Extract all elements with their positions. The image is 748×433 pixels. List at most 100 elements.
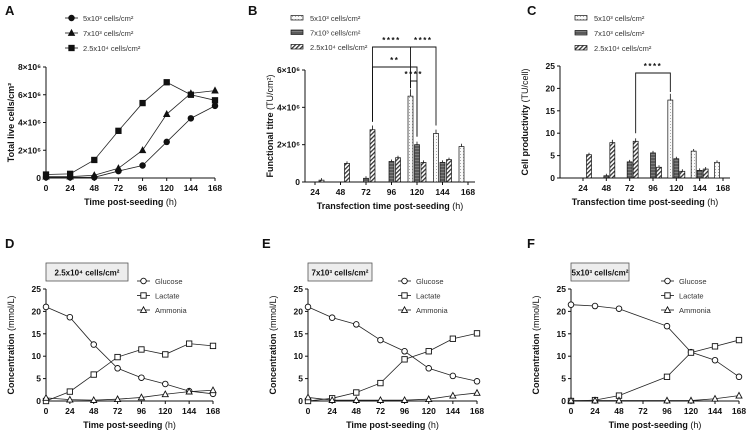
data-point bbox=[89, 395, 98, 403]
data-point bbox=[687, 349, 695, 356]
x-tick-label: 24 bbox=[327, 406, 337, 416]
data-point bbox=[187, 115, 195, 122]
data-point bbox=[209, 386, 217, 394]
series-line bbox=[45, 389, 214, 401]
x-axis-label: Time post-seeding (h) bbox=[346, 420, 439, 430]
x-tick-label: 144 bbox=[446, 406, 460, 416]
x-tick-label: 120 bbox=[158, 406, 172, 416]
panel-title: 7x10³ cells/cm² bbox=[312, 269, 369, 278]
data-point bbox=[66, 388, 74, 395]
x-tick-label: 72 bbox=[625, 183, 635, 193]
legend-label: Glucose bbox=[416, 277, 444, 286]
panel-label: B bbox=[248, 3, 257, 18]
x-tick-label: 72 bbox=[114, 183, 124, 193]
data-point bbox=[615, 305, 623, 312]
x-tick-label: 168 bbox=[208, 183, 222, 193]
data-point bbox=[115, 127, 122, 134]
y-axis-unit: (mmol/L) bbox=[531, 295, 541, 333]
y-tick-label: 2×10⁶ bbox=[277, 140, 300, 150]
legend-marker bbox=[140, 277, 147, 285]
x-tick-label: 96 bbox=[662, 406, 672, 416]
x-tick-label: 48 bbox=[614, 406, 624, 416]
y-tick-label: 5 bbox=[561, 374, 566, 384]
x-axis-label: Transfection time post-seeding (h) bbox=[317, 201, 464, 211]
title-box bbox=[570, 262, 630, 282]
bracket-line bbox=[410, 80, 418, 137]
x-tick-label: 0 bbox=[569, 406, 574, 416]
legend-label: 7x10³ cells/cm² bbox=[310, 29, 361, 38]
y-tick-label: 25 bbox=[294, 284, 304, 294]
series-1 bbox=[304, 330, 481, 405]
y-tick-label: 0 bbox=[36, 173, 41, 183]
series-line bbox=[45, 81, 216, 175]
x-tick-label: 144 bbox=[435, 187, 449, 197]
y-axis-label-text: Concentration bbox=[268, 333, 278, 394]
x-tick-label: 144 bbox=[182, 406, 196, 416]
y-tick-label: 20 bbox=[557, 306, 567, 316]
significance-bracket: **** **** bbox=[372, 36, 437, 126]
data-point bbox=[663, 373, 671, 380]
y-tick-label: 4×10⁶ bbox=[277, 102, 300, 112]
y-tick-label: 6×10⁶ bbox=[277, 65, 300, 75]
data-point bbox=[187, 91, 195, 98]
legend-label: Lactate bbox=[155, 292, 180, 301]
x-axis-label-text: Transfection time post-seeding bbox=[317, 201, 450, 211]
data-point bbox=[735, 391, 743, 399]
data-point bbox=[328, 395, 336, 403]
y-tick-label: 15 bbox=[546, 106, 556, 116]
legend-marker bbox=[400, 305, 409, 313]
bar bbox=[609, 142, 616, 179]
x-axis-unit: (h) bbox=[425, 420, 439, 430]
data-point bbox=[615, 396, 623, 404]
title-box bbox=[45, 262, 129, 282]
data-point bbox=[211, 102, 219, 110]
data-point bbox=[137, 393, 146, 401]
y-tick-label: 10 bbox=[294, 351, 304, 361]
legend-swatch bbox=[574, 45, 588, 51]
panel-e: E 0 5 10 15 20 25 0 24 48 72 96 120 144 168 Time post-s… bbox=[262, 236, 484, 430]
x-tick-label: 168 bbox=[716, 183, 730, 193]
y-tick-label: 8×10⁶ bbox=[18, 62, 41, 72]
legend-swatch bbox=[574, 30, 588, 36]
bracket-line bbox=[372, 46, 437, 126]
bar bbox=[433, 133, 439, 183]
y-tick-label: 15 bbox=[557, 329, 567, 339]
y-tick-label: 25 bbox=[557, 284, 567, 294]
series-line bbox=[46, 105, 216, 178]
series-2 bbox=[304, 388, 481, 403]
x-axis-unit: (h) bbox=[688, 420, 702, 430]
legend: 5x10³ cells/cm² 7x10³ cells/cm² 2.5x10⁴ ce… bbox=[574, 14, 652, 53]
y-tick-label: 25 bbox=[32, 284, 42, 294]
significance-label: **** bbox=[414, 36, 432, 45]
legend-marker bbox=[67, 28, 76, 36]
panel-title: 5x10³ cells/cm² bbox=[572, 269, 629, 278]
x-axis-label: Time post-seeding (h) bbox=[83, 420, 176, 430]
data-point bbox=[185, 340, 193, 347]
x-tick-label: 0 bbox=[44, 406, 49, 416]
y-axis-label-text: Concentration bbox=[6, 333, 16, 394]
y-tick-label: 2×10⁶ bbox=[18, 145, 41, 155]
panel-title: 2.5x10⁴ cells/cm² bbox=[55, 269, 120, 278]
x-axis-label-text: Transfection time post-seeding bbox=[572, 197, 705, 207]
legend-swatch bbox=[574, 15, 588, 21]
x-tick-label: 120 bbox=[422, 406, 436, 416]
y-axis-unit: (mmol/L) bbox=[6, 295, 16, 333]
legend-label: 2.5x10⁴ cells/cm² bbox=[594, 44, 652, 53]
bar bbox=[702, 168, 709, 179]
data-point bbox=[209, 342, 217, 350]
x-axis-unit: (h) bbox=[450, 201, 464, 211]
data-point bbox=[687, 396, 695, 404]
x-tick-label: 96 bbox=[648, 183, 658, 193]
data-point bbox=[735, 373, 743, 381]
series-1 bbox=[567, 336, 743, 405]
series-2 bbox=[42, 79, 219, 178]
series-0 bbox=[567, 301, 743, 381]
data-point bbox=[42, 393, 50, 401]
data-point bbox=[139, 99, 146, 107]
significance-label: **** bbox=[405, 70, 423, 79]
y-tick-label: 6×10⁶ bbox=[18, 90, 41, 100]
x-tick-label: 48 bbox=[90, 183, 100, 193]
data-point bbox=[711, 394, 719, 402]
data-point bbox=[90, 371, 97, 378]
